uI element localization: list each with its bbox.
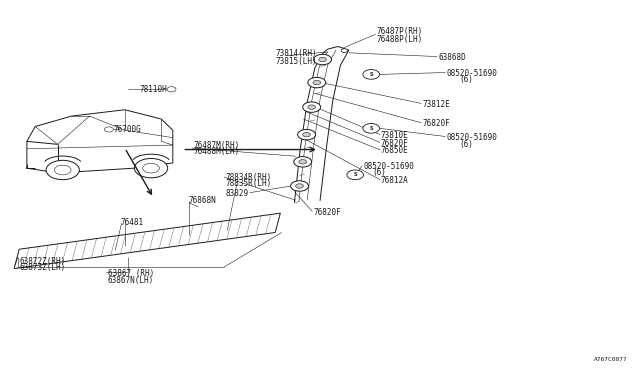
Circle shape xyxy=(303,102,321,112)
Text: 78834R(RH): 78834R(RH) xyxy=(225,173,271,182)
Text: 63867 (RH): 63867 (RH) xyxy=(108,269,154,278)
Circle shape xyxy=(54,165,71,175)
Circle shape xyxy=(104,127,113,132)
Text: (6): (6) xyxy=(372,169,387,177)
Text: 08520-51690: 08520-51690 xyxy=(364,162,414,171)
Circle shape xyxy=(143,163,159,173)
Circle shape xyxy=(46,160,79,180)
Text: (6): (6) xyxy=(460,76,474,84)
Circle shape xyxy=(347,170,364,180)
Circle shape xyxy=(167,87,176,92)
Circle shape xyxy=(319,57,326,62)
Text: 63873Z(LH): 63873Z(LH) xyxy=(19,263,65,272)
Circle shape xyxy=(134,158,168,178)
Circle shape xyxy=(308,77,326,88)
Text: 08520-51690: 08520-51690 xyxy=(447,133,497,142)
Text: 73810E: 73810E xyxy=(381,131,408,140)
Circle shape xyxy=(341,49,348,52)
Text: 63867N(LH): 63867N(LH) xyxy=(108,276,154,285)
Text: 76812A: 76812A xyxy=(381,176,408,185)
Circle shape xyxy=(303,132,310,137)
Text: 76481: 76481 xyxy=(120,218,143,227)
Text: 76700G: 76700G xyxy=(113,125,141,134)
Text: 76820F: 76820F xyxy=(422,119,450,128)
Circle shape xyxy=(314,54,332,65)
Text: 63872Z(RH): 63872Z(RH) xyxy=(19,257,65,266)
Text: 76487P(RH): 76487P(RH) xyxy=(376,27,422,36)
Circle shape xyxy=(363,124,380,133)
Circle shape xyxy=(308,105,316,109)
Circle shape xyxy=(291,181,308,191)
Text: 76868N: 76868N xyxy=(189,196,216,205)
Text: S: S xyxy=(353,172,357,177)
Text: S: S xyxy=(369,72,373,77)
Text: 76487M(RH): 76487M(RH) xyxy=(193,141,239,150)
Text: 73812E: 73812E xyxy=(422,100,450,109)
Text: 08520-51690: 08520-51690 xyxy=(447,69,497,78)
Text: (6): (6) xyxy=(460,140,474,149)
Text: 76820F: 76820F xyxy=(314,208,341,217)
Circle shape xyxy=(299,160,307,164)
Circle shape xyxy=(296,184,303,188)
Text: A767C0077: A767C0077 xyxy=(593,357,627,362)
Text: 83829: 83829 xyxy=(225,189,248,198)
Circle shape xyxy=(298,129,316,140)
Text: 78835R(LH): 78835R(LH) xyxy=(225,179,271,188)
Text: 76820F: 76820F xyxy=(381,139,408,148)
Text: 73815(LH): 73815(LH) xyxy=(275,57,317,66)
Text: 78110H: 78110H xyxy=(140,85,168,94)
Text: 76488M(LH): 76488M(LH) xyxy=(193,147,239,156)
Text: 63868D: 63868D xyxy=(438,53,466,62)
Text: 76488P(LH): 76488P(LH) xyxy=(376,35,422,44)
Text: 76850E: 76850E xyxy=(381,146,408,155)
Circle shape xyxy=(294,157,312,167)
Circle shape xyxy=(363,70,380,79)
Text: S: S xyxy=(369,126,373,131)
Circle shape xyxy=(313,80,321,85)
Text: 73814(RH): 73814(RH) xyxy=(275,49,317,58)
